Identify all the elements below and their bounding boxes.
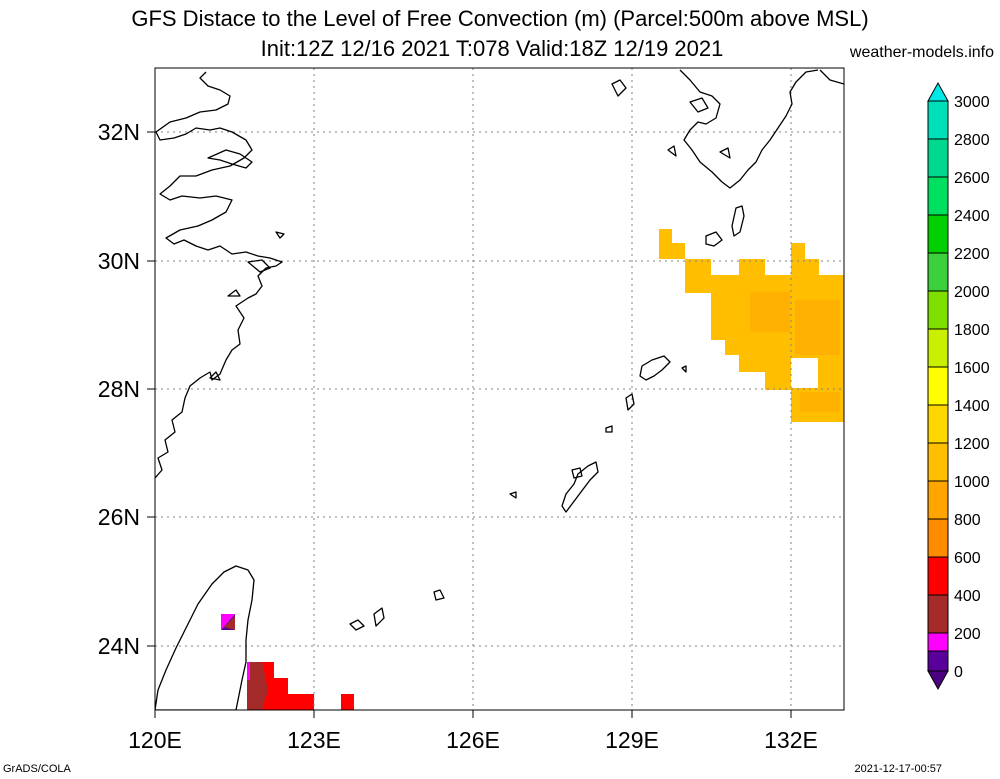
lon-label-120e: 120E [128, 727, 182, 753]
map-title: GFS Distace to the Level of Free Convect… [131, 6, 869, 31]
colorbar-label: 0 [954, 664, 963, 681]
lon-label-129e: 129E [605, 727, 659, 753]
coastlines [155, 69, 844, 710]
colorbar-label: 400 [954, 588, 981, 605]
footer-software: GrADS/COLA [3, 763, 71, 775]
map-gridlines [155, 68, 844, 710]
colorbar-label: 1400 [954, 398, 990, 415]
colorbar-label: 800 [954, 512, 981, 529]
lat-label-24n: 24N [98, 633, 140, 659]
colorbar-label: 200 [954, 626, 981, 643]
lfc-shading [221, 229, 844, 710]
lon-label-126e: 126E [446, 727, 500, 753]
colorbar-label: 1200 [954, 436, 990, 453]
site-label: weather-models.info [849, 44, 994, 61]
colorbar-label: 1000 [954, 474, 990, 491]
colorbar-label: 2800 [954, 132, 990, 149]
colorbar-label: 2600 [954, 170, 990, 187]
colorbar-label: 600 [954, 550, 981, 567]
lat-label-30n: 30N [98, 248, 140, 274]
colorbar-label: 1600 [954, 360, 990, 377]
colorbar-label: 3000 [954, 94, 990, 111]
colorbar-label: 1800 [954, 322, 990, 339]
colorbar: 3000 2800 2600 2400 2200 2000 1800 1600 … [927, 81, 990, 691]
footer-timestamp: 2021-12-17-00:57 [854, 763, 942, 775]
axis-ticks [147, 131, 792, 718]
lon-label-123e: 123E [287, 727, 341, 753]
lat-label-28n: 28N [98, 376, 140, 402]
colorbar-label: 2200 [954, 246, 990, 263]
lat-label-32n: 32N [98, 119, 140, 145]
colorbar-label: 2400 [954, 208, 990, 225]
colorbar-top-arrow [927, 81, 949, 102]
lon-label-132e: 132E [764, 727, 818, 753]
lat-label-26n: 26N [98, 504, 140, 530]
colorbar-bottom-arrow [927, 670, 949, 691]
colorbar-label: 2000 [954, 284, 990, 301]
map-subtitle: Init:12Z 12/16 2021 T:078 Valid:18Z 12/1… [260, 36, 724, 61]
